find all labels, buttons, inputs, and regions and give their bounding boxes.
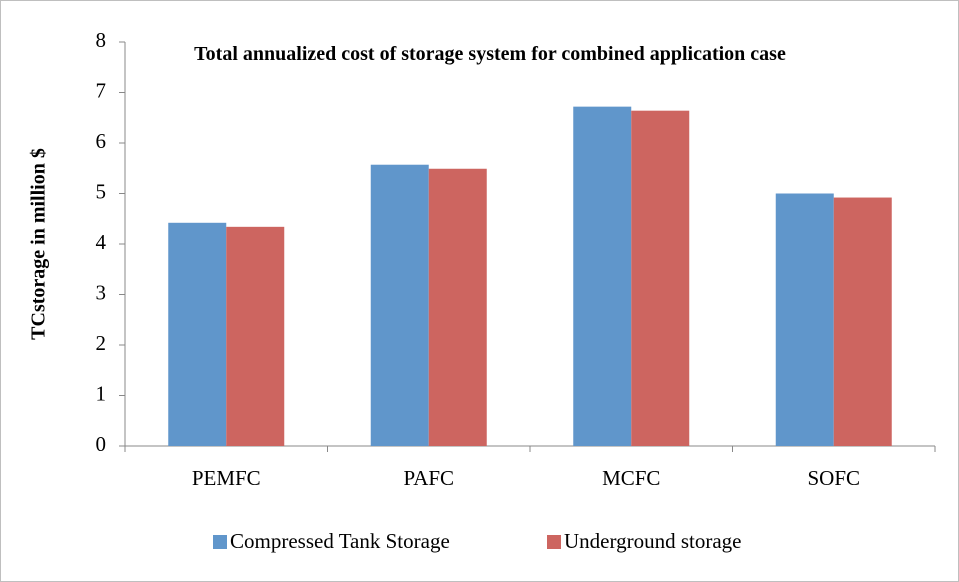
- y-tick-label: 8: [96, 28, 107, 52]
- legend-label: Compressed Tank Storage: [230, 529, 450, 553]
- x-tick-label: SOFC: [807, 466, 860, 490]
- y-tick-label: 4: [96, 230, 107, 254]
- x-tick-label: PAFC: [403, 466, 454, 490]
- bar: [573, 106, 632, 446]
- bar: [833, 197, 892, 446]
- x-tick-label: PEMFC: [192, 466, 261, 490]
- y-tick-label: 3: [96, 280, 107, 304]
- legend-swatch: [547, 535, 561, 549]
- y-tick-label: 0: [96, 432, 107, 456]
- bar: [370, 164, 429, 446]
- y-axis-label: TCstorage in million $: [28, 148, 50, 340]
- legend-label: Underground storage: [564, 529, 742, 553]
- bar: [775, 193, 834, 446]
- bar: [226, 226, 285, 446]
- chart-title: Total annualized cost of storage system …: [194, 43, 786, 65]
- y-tick-label: 5: [96, 179, 107, 203]
- y-tick-label: 1: [96, 381, 107, 405]
- y-tick-label: 2: [96, 331, 107, 355]
- y-tick-label: 6: [96, 129, 107, 153]
- bar: [168, 222, 227, 446]
- x-tick-label: MCFC: [602, 466, 660, 490]
- legend-swatch: [213, 535, 227, 549]
- bar: [631, 110, 690, 447]
- bar: [428, 168, 487, 446]
- y-tick-label: 7: [96, 78, 107, 102]
